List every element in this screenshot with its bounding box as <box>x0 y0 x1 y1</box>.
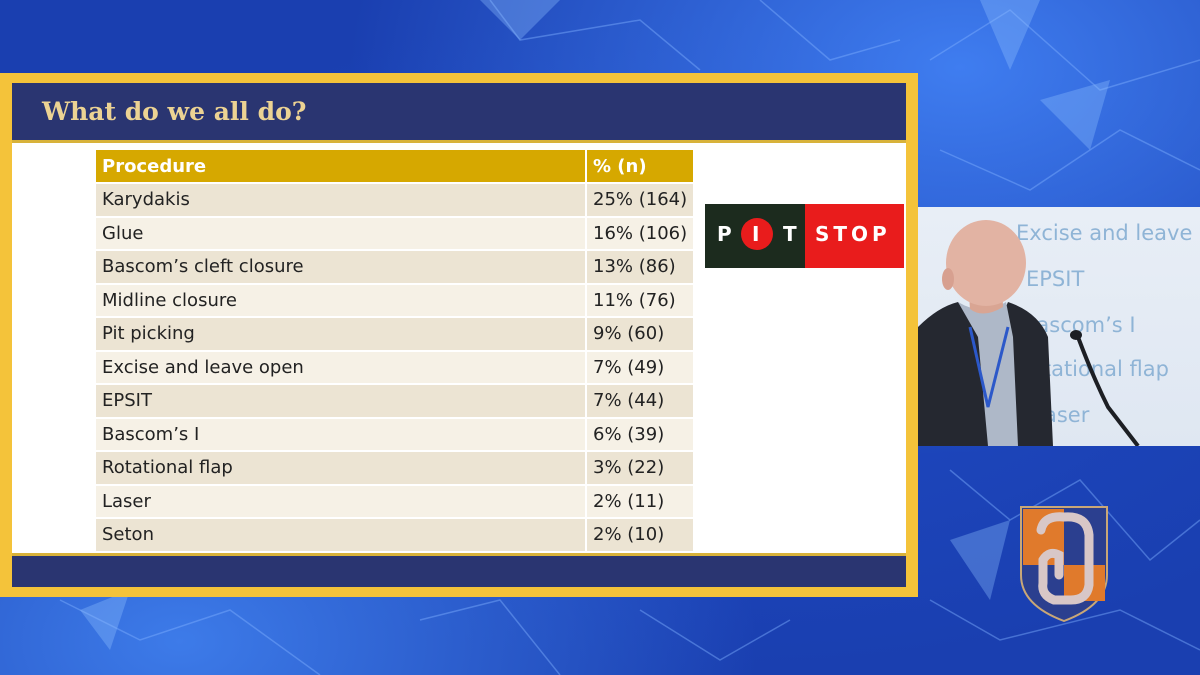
speaker-shirt <box>958 302 1018 446</box>
logo-letter-t: T <box>783 222 797 246</box>
table-row: Glue 16% (106) <box>96 215 696 250</box>
pitstop-logo: P I T STOP <box>705 204 904 268</box>
slide-frame: What do we all do? Procedure % (n) Karyd… <box>0 73 918 597</box>
slide-title: What do we all do? <box>42 97 307 126</box>
procedure-cell: Seton <box>96 517 587 551</box>
table-row: Excise and leave open 7% (49) <box>96 349 696 384</box>
video-slide-text: Excise and leave o <box>1016 221 1200 245</box>
table-row: Midline closure 11% (76) <box>96 282 696 317</box>
microphone-head <box>1070 330 1082 340</box>
speaker-ear <box>942 268 954 290</box>
percent-cell: 7% (49) <box>586 349 696 384</box>
speaker-lanyard <box>968 326 1010 408</box>
table-row: Laser 2% (11) <box>96 483 696 518</box>
percent-cell: 2% (11) <box>586 483 696 518</box>
video-slide-text: otational flap <box>1030 357 1169 381</box>
logo-stop-text: STOP <box>815 222 891 246</box>
procedure-cell: Midline closure <box>96 282 587 317</box>
percent-cell: 16% (106) <box>586 215 696 250</box>
percent-cell: 3% (22) <box>586 450 696 485</box>
table-row: Pit picking 9% (60) <box>96 316 696 351</box>
percent-cell: 11% (76) <box>586 282 696 317</box>
procedure-cell: Bascom’s cleft closure <box>96 249 587 284</box>
logo-letter-p: P <box>717 222 732 246</box>
procedure-cell: Karydakis <box>96 182 587 217</box>
logo-red-dot <box>741 218 773 250</box>
logo-pit-panel: P I T <box>705 204 805 268</box>
slide-header: What do we all do? <box>12 83 906 143</box>
percent-cell: 6% (39) <box>586 416 696 451</box>
speaker-figure <box>918 220 1140 446</box>
percent-cell: 7% (44) <box>586 383 696 418</box>
percent-cell: 25% (164) <box>586 182 696 217</box>
procedure-cell: Laser <box>96 483 587 518</box>
procedure-cell: Excise and leave open <box>96 349 587 384</box>
procedure-cell: Rotational flap <box>96 450 587 485</box>
header-procedure: Procedure <box>96 150 587 183</box>
table-row: Bascom’s I 6% (39) <box>96 416 696 451</box>
procedure-cell: Glue <box>96 215 587 250</box>
colorectal-society-crest-icon <box>1020 506 1108 623</box>
procedure-cell: EPSIT <box>96 383 587 418</box>
table-row: Rotational flap 3% (22) <box>96 450 696 485</box>
table-row: EPSIT 7% (44) <box>96 383 696 418</box>
logo-stop-panel: STOP <box>805 204 904 268</box>
slide-footer <box>12 553 906 587</box>
video-slide-text: EPSIT <box>1026 267 1085 291</box>
table-row: Bascom’s cleft closure 13% (86) <box>96 249 696 284</box>
speaker-video: Excise and leave o EPSIT Bascom’s I otat… <box>918 207 1200 446</box>
percent-cell: 9% (60) <box>586 316 696 351</box>
speaker-head <box>946 220 1026 306</box>
percent-cell: 13% (86) <box>586 249 696 284</box>
slide: What do we all do? Procedure % (n) Karyd… <box>12 83 906 587</box>
microphone-stand <box>1076 336 1140 446</box>
percent-cell: 2% (10) <box>586 517 696 551</box>
table-header-row: Procedure % (n) <box>96 150 696 183</box>
procedure-cell: Pit picking <box>96 316 587 351</box>
header-percent: % (n) <box>586 150 696 183</box>
table-row: Karydakis 25% (164) <box>96 182 696 217</box>
procedure-table: Procedure % (n) Karydakis 25% (164) Glue… <box>96 150 696 551</box>
logo-letter-i: I <box>752 222 760 246</box>
procedure-cell: Bascom’s I <box>96 416 587 451</box>
table-row: Seton 2% (10) <box>96 517 696 551</box>
